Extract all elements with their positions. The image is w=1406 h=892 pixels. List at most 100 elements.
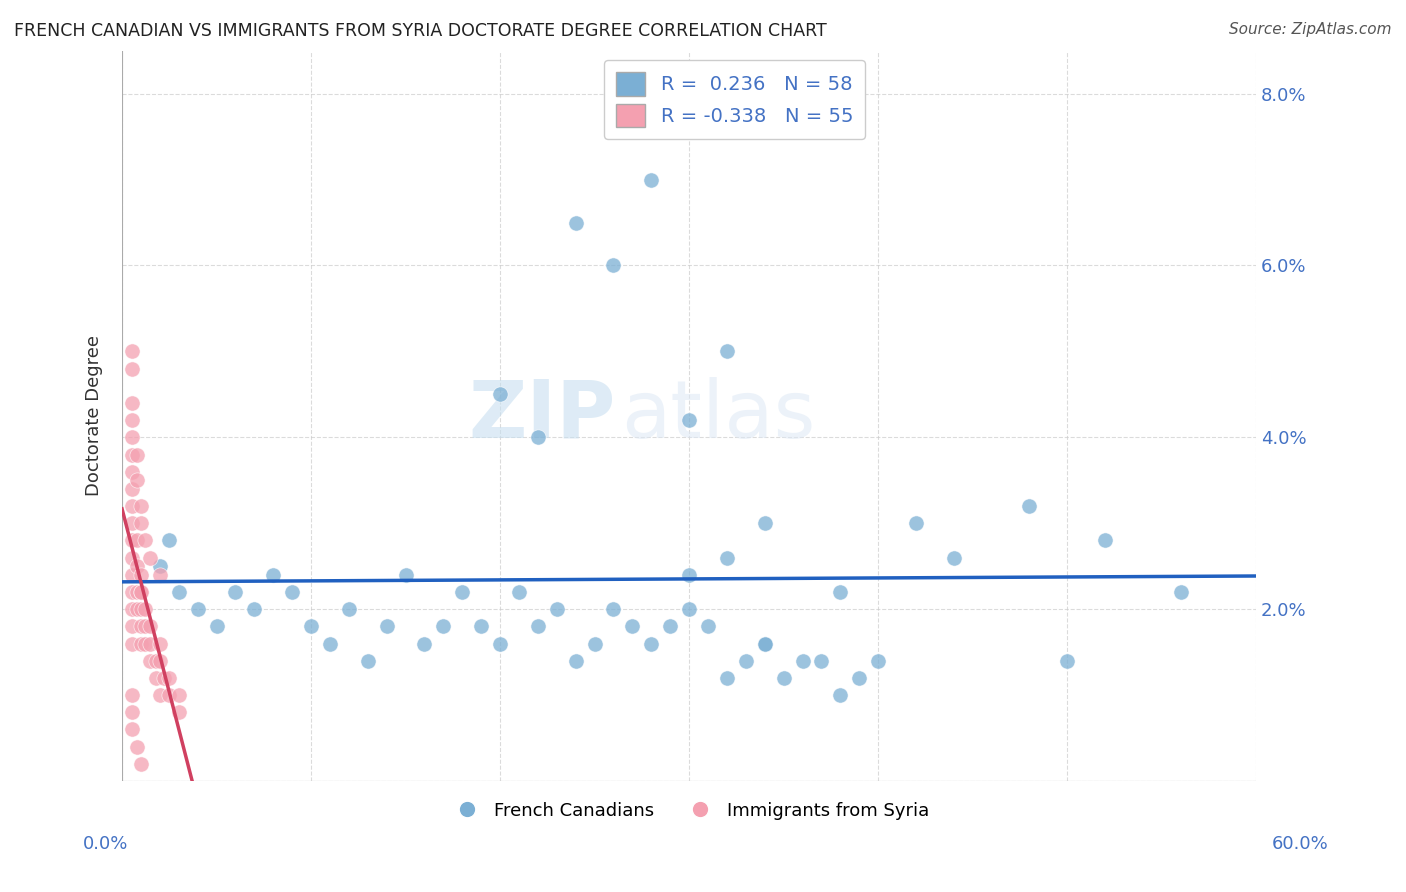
Point <box>564 215 586 229</box>
Point <box>121 705 143 719</box>
Point <box>583 636 606 650</box>
Y-axis label: Doctorate Degree: Doctorate Degree <box>86 335 103 496</box>
Point <box>129 499 152 513</box>
Point <box>129 756 152 771</box>
Point <box>121 448 143 462</box>
Point <box>149 559 172 574</box>
Point <box>830 585 852 599</box>
Point <box>810 654 832 668</box>
Point <box>121 567 143 582</box>
Point <box>205 619 228 633</box>
Point <box>149 567 172 582</box>
Point <box>319 636 342 650</box>
Point <box>1170 585 1192 599</box>
Point <box>1056 654 1078 668</box>
Point <box>121 688 143 702</box>
Point <box>121 465 143 479</box>
Text: ZIP: ZIP <box>468 376 616 455</box>
Point <box>621 619 644 633</box>
Point <box>470 619 492 633</box>
Point <box>451 585 474 599</box>
Point <box>489 387 512 401</box>
Point <box>127 533 149 548</box>
Point <box>848 671 870 685</box>
Point <box>262 567 284 582</box>
Point <box>129 602 152 616</box>
Point <box>121 499 143 513</box>
Point <box>134 636 156 650</box>
Point <box>149 654 172 668</box>
Point <box>187 602 209 616</box>
Point <box>121 396 143 410</box>
Text: 60.0%: 60.0% <box>1272 835 1329 853</box>
Point <box>129 585 152 599</box>
Point <box>678 413 700 427</box>
Point <box>121 430 143 444</box>
Text: 0.0%: 0.0% <box>83 835 128 853</box>
Point <box>792 654 814 668</box>
Text: atlas: atlas <box>621 376 815 455</box>
Point <box>527 430 550 444</box>
Point <box>127 602 149 616</box>
Point <box>145 654 167 668</box>
Point <box>121 550 143 565</box>
Text: Source: ZipAtlas.com: Source: ZipAtlas.com <box>1229 22 1392 37</box>
Point <box>134 533 156 548</box>
Point <box>772 671 794 685</box>
Point <box>129 636 152 650</box>
Point <box>134 602 156 616</box>
Point <box>121 413 143 427</box>
Point <box>527 619 550 633</box>
Point <box>127 559 149 574</box>
Point <box>127 739 149 754</box>
Point <box>830 688 852 702</box>
Point <box>152 671 174 685</box>
Point <box>121 533 143 548</box>
Point <box>299 619 322 633</box>
Point <box>129 516 152 531</box>
Point <box>904 516 927 531</box>
Point <box>157 688 180 702</box>
Point <box>243 602 266 616</box>
Point <box>121 636 143 650</box>
Point <box>546 602 568 616</box>
Point <box>121 723 143 737</box>
Point <box>508 585 530 599</box>
Point <box>1018 499 1040 513</box>
Point <box>432 619 454 633</box>
Point <box>121 344 143 359</box>
Point <box>167 705 190 719</box>
Point <box>157 533 180 548</box>
Point <box>281 585 304 599</box>
Point <box>121 602 143 616</box>
Point <box>167 688 190 702</box>
Point <box>224 585 246 599</box>
Point <box>754 636 776 650</box>
Point <box>121 619 143 633</box>
Point <box>716 344 738 359</box>
Legend: French Canadians, Immigrants from Syria: French Canadians, Immigrants from Syria <box>441 794 936 827</box>
Point <box>716 550 738 565</box>
Point <box>127 473 149 487</box>
Point <box>139 654 162 668</box>
Point <box>337 602 360 616</box>
Point <box>121 585 143 599</box>
Point <box>678 602 700 616</box>
Point <box>734 654 756 668</box>
Point <box>121 516 143 531</box>
Point <box>942 550 965 565</box>
Point <box>139 550 162 565</box>
Point <box>640 172 662 186</box>
Point <box>602 602 624 616</box>
Point <box>754 636 776 650</box>
Point <box>394 567 416 582</box>
Point <box>129 567 152 582</box>
Point <box>678 567 700 582</box>
Point <box>121 482 143 496</box>
Point <box>868 654 890 668</box>
Point <box>157 671 180 685</box>
Point <box>1094 533 1116 548</box>
Point <box>659 619 682 633</box>
Text: FRENCH CANADIAN VS IMMIGRANTS FROM SYRIA DOCTORATE DEGREE CORRELATION CHART: FRENCH CANADIAN VS IMMIGRANTS FROM SYRIA… <box>14 22 827 40</box>
Point <box>121 361 143 376</box>
